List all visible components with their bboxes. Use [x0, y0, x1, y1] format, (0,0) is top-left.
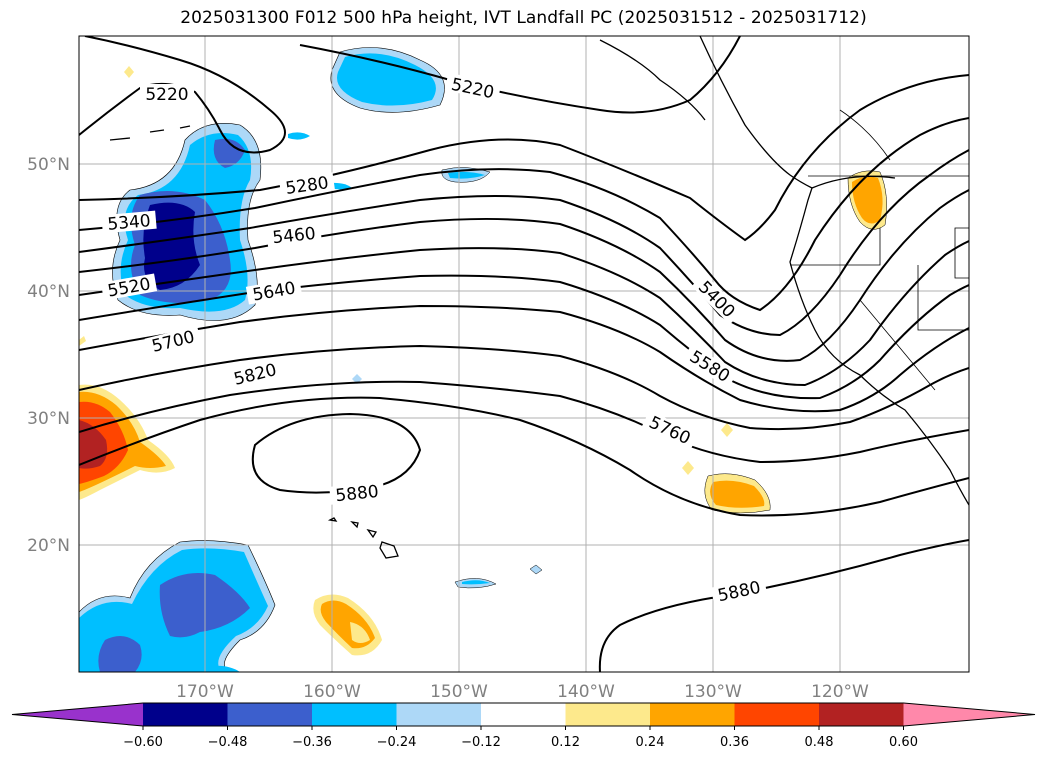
colorbar-segment: [481, 703, 566, 726]
colorbar-extend-high: [903, 703, 1035, 726]
map-frame: [78, 35, 970, 673]
colorbar-extend-low: [12, 703, 143, 726]
contour-label: 5220: [145, 85, 188, 105]
colorbar-tick-label: −0.12: [461, 735, 501, 750]
map-plot: 5220 5220 5280 5340 5460 5520 5640 5700 …: [79, 36, 969, 672]
colorbar-tick-label: −0.36: [292, 735, 332, 750]
colorbar-tick-label: −0.60: [123, 735, 163, 750]
contour-labels: 5220 5220 5280 5340 5460 5520 5640 5700 …: [100, 72, 768, 606]
graticule: [79, 36, 969, 672]
lon-label: 140°W: [557, 682, 615, 702]
lon-label: 120°W: [811, 682, 869, 702]
lon-label: 130°W: [684, 682, 742, 702]
lat-label: 50°N: [27, 155, 70, 175]
colorbar-segment: [143, 703, 228, 726]
colorbar-segment: [650, 703, 735, 726]
lon-label: 160°W: [303, 682, 361, 702]
political-borders: [790, 109, 969, 391]
coastlines: [109, 36, 969, 559]
colorbar-segment: [819, 703, 904, 726]
colorbar-tick-label: 0.36: [720, 735, 749, 750]
colorbar-tick-label: 0.48: [805, 735, 834, 750]
colorbar-segment: [565, 703, 651, 726]
lon-label: 170°W: [176, 682, 234, 702]
colorbar-tick-label: 0.60: [889, 735, 918, 750]
colorbar-segment: [734, 703, 820, 726]
lat-label: 40°N: [27, 282, 70, 302]
colorbar-tick-label: 0.12: [551, 735, 580, 750]
lat-label: 20°N: [27, 536, 70, 556]
latitude-labels: 50°N 40°N 30°N 20°N: [27, 155, 70, 556]
colorbar-tick-label: −0.48: [208, 735, 248, 750]
colorbar-segment: [396, 703, 482, 726]
colorbar-tick-label: −0.24: [377, 735, 417, 750]
colorbar-segment: [312, 703, 397, 726]
lon-label: 150°W: [430, 682, 488, 702]
longitude-labels: 170°W 160°W 150°W 140°W 130°W 120°W: [176, 682, 869, 702]
map-title: 2025031300 F012 500 hPa height, IVT Land…: [180, 8, 867, 28]
contour-label: 5880: [335, 482, 380, 506]
contour-label: 5340: [107, 211, 152, 235]
lat-label: 30°N: [27, 409, 70, 429]
contour-label: 5460: [272, 224, 317, 248]
colorbar-tick-label: 0.24: [636, 735, 665, 750]
colorbar-segment: [227, 703, 313, 726]
colorbar: −0.60 −0.48 −0.36 −0.24 −0.12 0.12 0.24 0.36 0.4…: [11, 702, 1036, 750]
